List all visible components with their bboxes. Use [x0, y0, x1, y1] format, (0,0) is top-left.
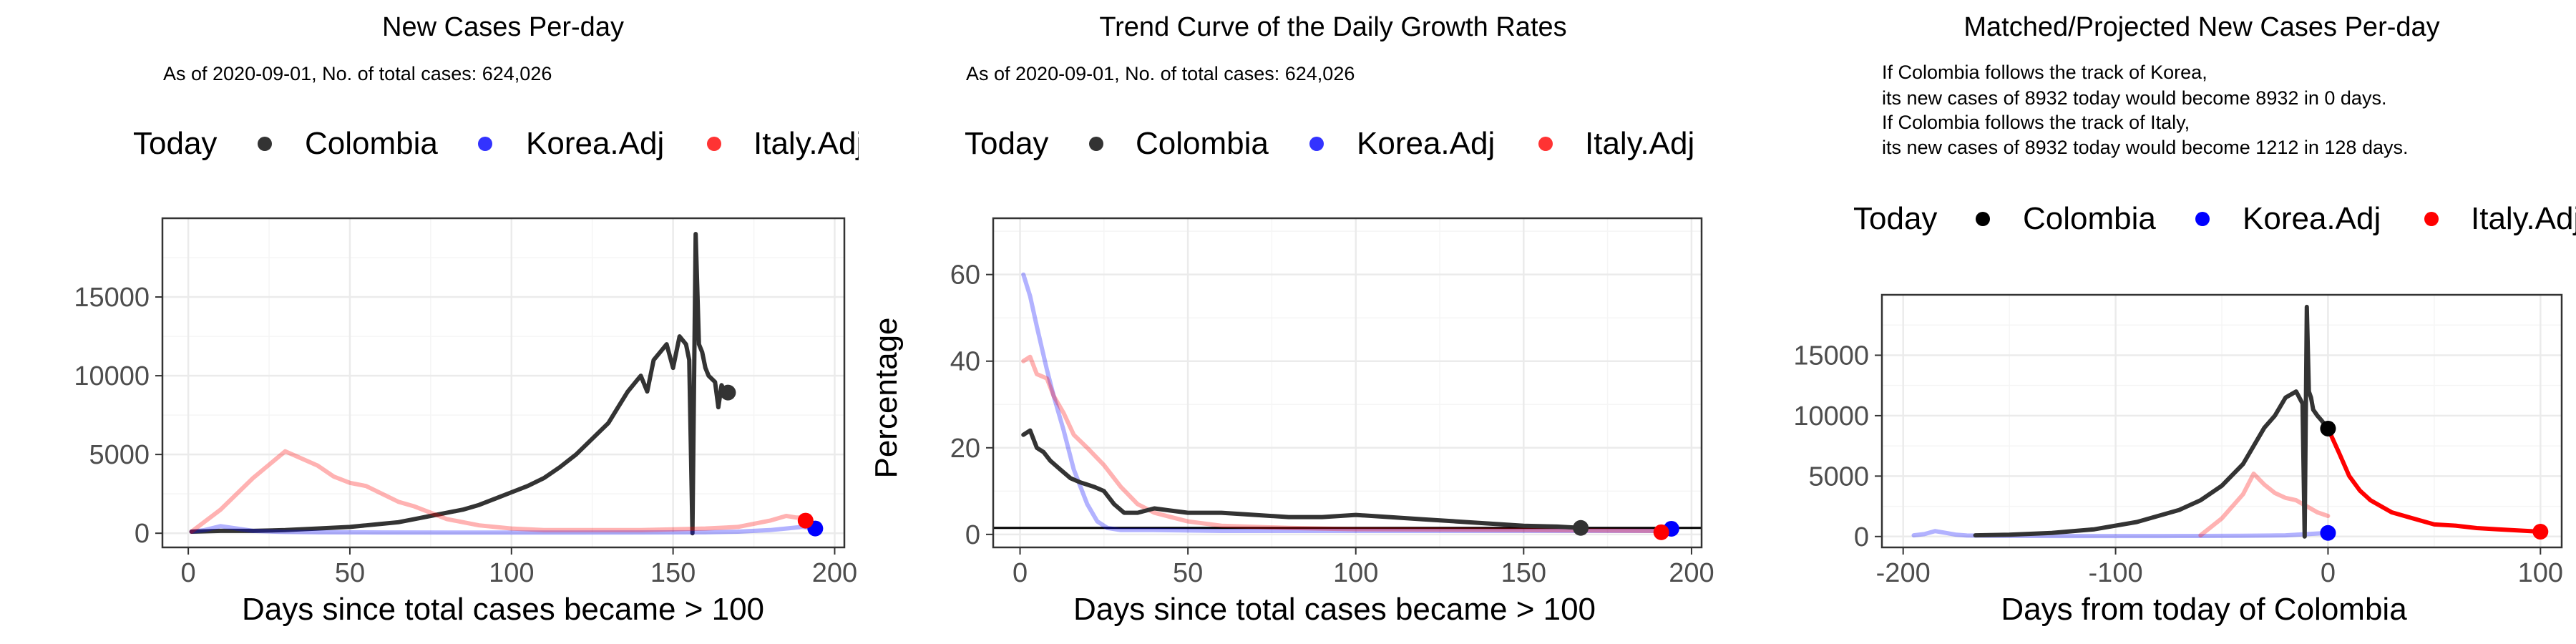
series-line-italy-adj: [2198, 472, 2331, 538]
panel-title: Trend Curve of the Daily Growth Rates: [1099, 12, 1566, 42]
legend-italy-swatch: [1538, 137, 1553, 151]
legend-korea-label: Korea.Adj: [2243, 201, 2381, 236]
series-line-korea-adj: [1021, 272, 1674, 533]
legend-korea-swatch: [1309, 137, 1324, 151]
point-colombia-today: [2320, 420, 2336, 436]
plot-border: [1880, 293, 2563, 549]
legend: Today Colombia Korea.Adj Italy.Adj: [133, 126, 863, 161]
panel-title: New Cases Per-day: [382, 12, 624, 42]
point-korea-adj-today: [2320, 525, 2336, 541]
legend-italy-label: Italy.Adj: [753, 126, 863, 161]
note-line: If Colombia follows the track of Italy,: [1882, 112, 2190, 133]
legend-colombia-label: Colombia: [305, 126, 438, 161]
point-italy-adj-today: [797, 512, 814, 529]
plot-area: -200 -100 0 100 0 5000 10000 15000: [1793, 293, 2563, 588]
series-line-italy-adj-projected: [2326, 426, 2543, 534]
legend: Today Colombia Korea.Adj Italy.Adj: [1853, 201, 2576, 236]
x-tick-label: -200: [1876, 558, 1931, 588]
legend-colombia-label: Colombia: [2023, 201, 2156, 236]
note-line: If Colombia follows the track of Korea,: [1882, 62, 2207, 83]
x-tick-label: 150: [1501, 558, 1546, 588]
x-tick-label: 50: [1173, 558, 1203, 588]
x-tick-label: 200: [812, 558, 857, 588]
point-italy-adj-today: [1653, 524, 1669, 540]
legend-korea-swatch: [2195, 212, 2210, 226]
legend: Today Colombia Korea.Adj Italy.Adj: [965, 126, 1694, 161]
x-tick-label: 0: [181, 558, 196, 588]
series-line-colombia: [189, 232, 731, 536]
x-tick-label: 0: [2321, 558, 2336, 588]
x-axis-label: Days from today of Colombia: [2001, 592, 2407, 627]
legend-italy-label: Italy.Adj: [1585, 126, 1694, 161]
panel-subtitle: As of 2020-09-01, No. of total cases: 62…: [163, 63, 552, 84]
point-colombia-today: [1573, 519, 1589, 536]
y-tick-label: 15000: [1793, 341, 1869, 371]
panel-title: Matched/Projected New Cases Per-day: [1963, 12, 2439, 42]
y-tick-label: 0: [1854, 522, 1869, 552]
y-tick-label: 40: [950, 347, 980, 377]
x-tick-label: 150: [650, 558, 696, 588]
point-colombia-today: [720, 384, 736, 401]
plot-border: [161, 217, 846, 549]
plot-area: 0 50 100 150 200 0 5000 10000 15000: [74, 217, 857, 588]
plot-background: [162, 218, 844, 547]
y-tick-label: 10000: [74, 361, 150, 391]
panel-subtitle: As of 2020-09-01, No. of total cases: 62…: [966, 63, 1355, 84]
series-line-italy-adj: [189, 449, 808, 534]
legend-today-label: Today: [133, 126, 217, 161]
panel-growth-rates: Trend Curve of the Daily Growth Rates As…: [869, 12, 1714, 627]
note-line: its new cases of 8932 today would become…: [1882, 87, 2386, 109]
point-italy-adj-end: [2532, 524, 2549, 540]
legend-today-label: Today: [965, 126, 1048, 161]
x-axis-label: Days since total cases became > 100: [242, 592, 764, 627]
legend-colombia-label: Colombia: [1136, 126, 1269, 161]
series-line-colombia: [1021, 428, 1584, 530]
legend-colombia-swatch: [1089, 137, 1103, 151]
legend-colombia-swatch: [1976, 212, 1990, 226]
plot-border: [992, 217, 1703, 549]
legend-italy-swatch: [707, 137, 721, 151]
y-tick-label: 0: [135, 519, 150, 549]
y-tick-label: 15000: [74, 283, 150, 313]
y-tick-label: 0: [965, 520, 980, 550]
y-axis-label: Percentage: [869, 317, 904, 478]
legend-korea-label: Korea.Adj: [1357, 126, 1495, 161]
y-tick-label: 5000: [89, 440, 150, 470]
series-line-korea-adj: [189, 524, 818, 535]
y-tick-label: 5000: [1808, 462, 1869, 492]
x-tick-label: 0: [1013, 558, 1028, 588]
panel-projected-cases: Matched/Projected New Cases Per-day If C…: [1793, 12, 2576, 627]
plot-area: 0 50 100 150 200 0 20 40 60: [950, 217, 1714, 588]
y-tick-label: 20: [950, 434, 980, 464]
x-tick-label: 200: [1669, 558, 1714, 588]
panel-new-cases: New Cases Per-day As of 2020-09-01, No. …: [74, 12, 863, 627]
legend-italy-swatch: [2424, 212, 2439, 226]
series-line-colombia: [1973, 304, 2331, 539]
x-tick-label: 100: [2518, 558, 2563, 588]
y-tick-label: 10000: [1793, 401, 1869, 431]
x-tick-label: 100: [1333, 558, 1378, 588]
y-tick-label: 60: [950, 260, 980, 291]
plot-background: [993, 218, 1702, 547]
legend-korea-label: Korea.Adj: [526, 126, 664, 161]
x-tick-label: -100: [2089, 558, 2143, 588]
legend-colombia-swatch: [258, 137, 272, 151]
note-line: its new cases of 8932 today would become…: [1882, 137, 2408, 158]
legend-korea-swatch: [478, 137, 492, 151]
x-tick-label: 50: [335, 558, 365, 588]
x-axis-label: Days since total cases became > 100: [1073, 592, 1596, 627]
legend-italy-label: Italy.Adj: [2471, 201, 2576, 236]
legend-today-label: Today: [1853, 201, 1937, 236]
x-tick-label: 100: [489, 558, 534, 588]
series-line-italy-adj: [1021, 354, 1664, 533]
